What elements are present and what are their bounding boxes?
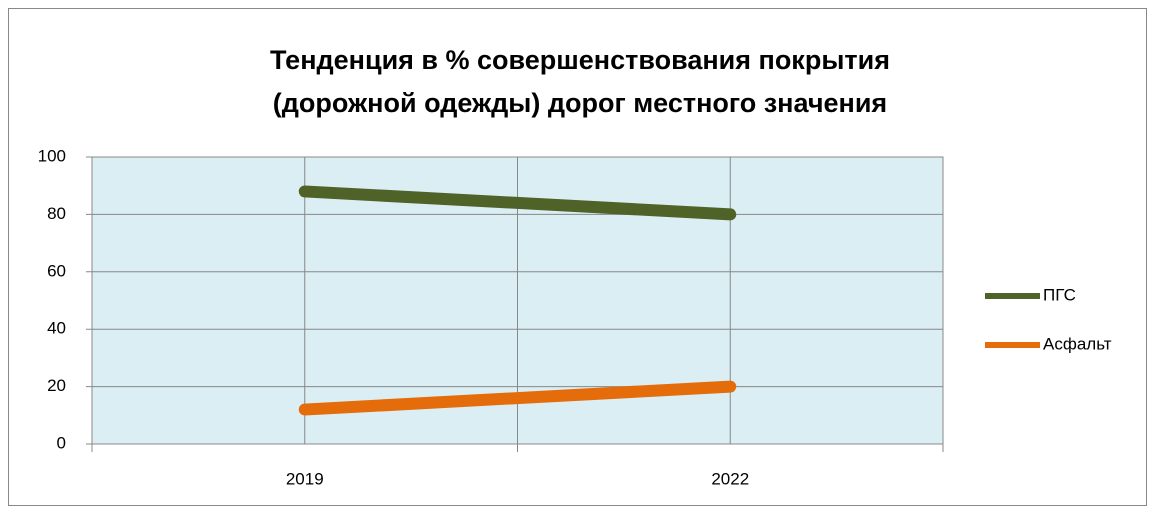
y-tick-label: 20 [47, 376, 66, 395]
y-tick-label: 0 [57, 433, 66, 452]
y-tick-label: 80 [47, 204, 66, 223]
x-tick-label: 2022 [711, 469, 749, 488]
y-tick-label: 100 [38, 146, 66, 165]
legend-label: ПГС [1043, 285, 1076, 304]
y-tick-label: 60 [47, 261, 66, 280]
chart-title: (дорожной одежды) дорог местного значени… [273, 88, 887, 118]
series-line [298, 380, 737, 416]
series-line [298, 185, 737, 221]
legend-label: Асфальт [1043, 334, 1112, 353]
chart-title: Тенденция в % совершенствования покрытия [270, 45, 890, 75]
y-tick-label: 40 [47, 319, 66, 338]
x-tick-label: 2019 [286, 469, 324, 488]
